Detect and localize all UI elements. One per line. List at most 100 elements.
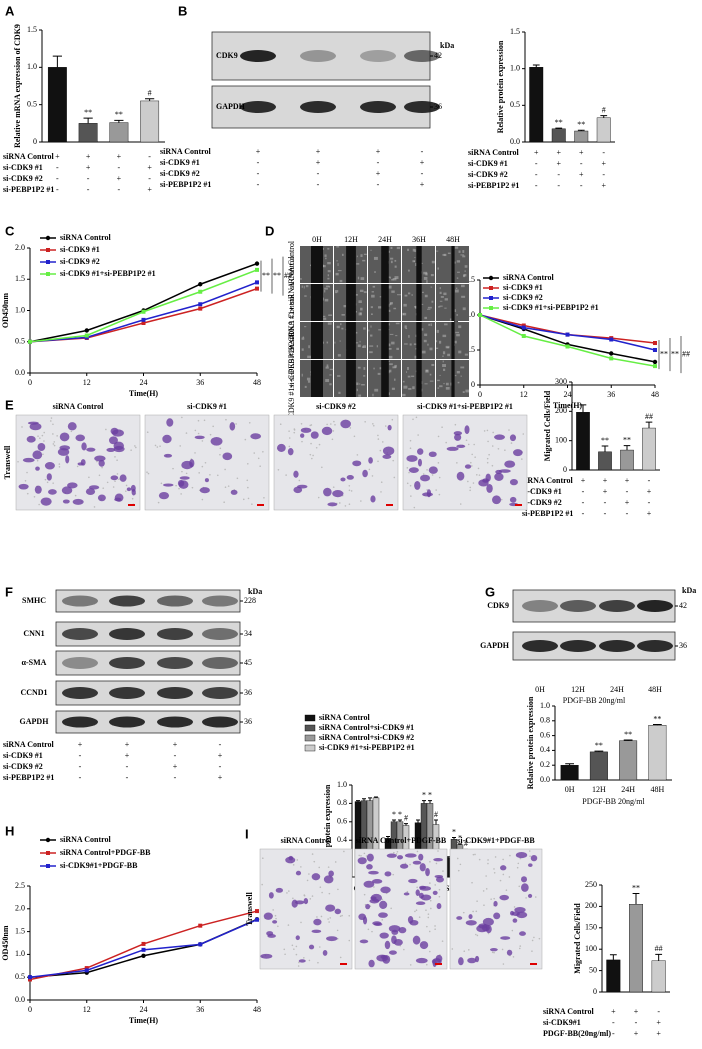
texture xyxy=(341,253,344,256)
error-bar xyxy=(398,819,402,822)
cell xyxy=(334,908,342,915)
condition-label: siRNA Control xyxy=(522,476,574,485)
pore xyxy=(333,420,335,423)
y-tick-label: 0.4 xyxy=(337,835,347,844)
pore xyxy=(326,423,328,426)
texture xyxy=(465,389,470,393)
texture xyxy=(394,259,397,262)
lane-label: 24H xyxy=(610,685,624,694)
pore xyxy=(434,928,436,931)
texture xyxy=(436,347,439,349)
cell xyxy=(382,446,395,456)
condition-sign: - xyxy=(257,158,260,167)
condition-label: si-CDK9 #2 xyxy=(3,762,43,771)
cell xyxy=(113,441,125,451)
error-bar xyxy=(594,750,604,752)
texture xyxy=(304,326,307,328)
kda-value: 36 xyxy=(244,688,252,697)
point xyxy=(565,332,570,337)
wound-gap xyxy=(311,284,323,321)
significance: * xyxy=(458,834,462,843)
texture xyxy=(379,296,382,298)
texture xyxy=(439,291,442,295)
cell xyxy=(521,883,529,892)
scale-bar xyxy=(257,504,264,506)
blot-label: SMHC xyxy=(22,596,46,605)
pore xyxy=(197,419,200,422)
condition-sign: + xyxy=(173,740,178,749)
condition-sign: - xyxy=(87,185,90,194)
texture xyxy=(440,296,444,298)
x-tick-label: 12H xyxy=(592,785,606,794)
pore xyxy=(293,431,296,434)
cell xyxy=(194,435,205,440)
texture xyxy=(444,298,448,301)
condition-label: si-CDK9 #2 xyxy=(3,174,43,183)
texture xyxy=(427,308,431,310)
wound-gap xyxy=(381,246,389,283)
y-tick-label: 0.5 xyxy=(27,99,37,108)
cell xyxy=(432,890,438,895)
significance: ** xyxy=(660,349,668,358)
pore xyxy=(425,909,427,912)
cell xyxy=(419,886,432,891)
y-axis-label: OD450nm xyxy=(1,925,10,960)
cell xyxy=(366,864,373,870)
image-title: si-CDK9 #1+si-PEBP1P2 #1 xyxy=(417,402,513,411)
cell xyxy=(412,935,421,945)
blot-label: CDK9 xyxy=(216,51,238,60)
pore xyxy=(219,453,221,456)
cell xyxy=(368,959,375,968)
pore xyxy=(427,913,430,915)
kda-value: 36 xyxy=(244,717,252,726)
pore xyxy=(235,423,237,425)
pore xyxy=(349,427,352,429)
cell xyxy=(311,873,321,881)
cell xyxy=(126,487,132,492)
cell xyxy=(18,483,29,490)
blot-band xyxy=(109,687,145,699)
condition-sign: - xyxy=(535,159,538,168)
pore xyxy=(263,496,265,499)
pore xyxy=(309,453,312,456)
texture xyxy=(336,246,340,248)
condition-sign: + xyxy=(611,1007,616,1016)
y-tick-label: 1.0 xyxy=(510,63,520,72)
texture xyxy=(460,284,465,288)
texture xyxy=(373,367,375,370)
texture xyxy=(361,384,365,386)
condition-sign: + xyxy=(117,152,122,161)
point xyxy=(653,348,657,352)
cell xyxy=(46,473,52,481)
x-tick-label: 0 xyxy=(28,1005,32,1014)
condition-sign: + xyxy=(625,476,630,485)
blot-band xyxy=(240,101,276,113)
texture xyxy=(456,260,461,263)
pore xyxy=(43,431,45,434)
texture xyxy=(423,276,428,280)
cell xyxy=(370,495,376,503)
texture xyxy=(439,300,443,302)
pore xyxy=(310,442,312,445)
blot-band xyxy=(560,600,596,612)
texture xyxy=(409,343,412,346)
x-tick-label: 24 xyxy=(140,378,148,387)
bar xyxy=(574,130,589,143)
error-bar xyxy=(458,843,462,845)
texture xyxy=(430,274,434,277)
point xyxy=(28,977,32,982)
significance: ** xyxy=(653,714,661,723)
pore xyxy=(225,418,227,421)
condition-sign: + xyxy=(601,181,606,190)
pore xyxy=(528,850,531,852)
texture xyxy=(363,327,366,330)
pore xyxy=(522,433,525,435)
pore xyxy=(487,859,489,861)
y-tick-label: 1.5 xyxy=(465,275,475,284)
legend-label: siRNA Control+si-CDK9 #2 xyxy=(319,733,414,742)
pore xyxy=(242,498,245,501)
pore xyxy=(509,854,511,857)
condition-sign: - xyxy=(317,180,320,189)
error-bar xyxy=(623,739,633,741)
point xyxy=(198,282,203,287)
